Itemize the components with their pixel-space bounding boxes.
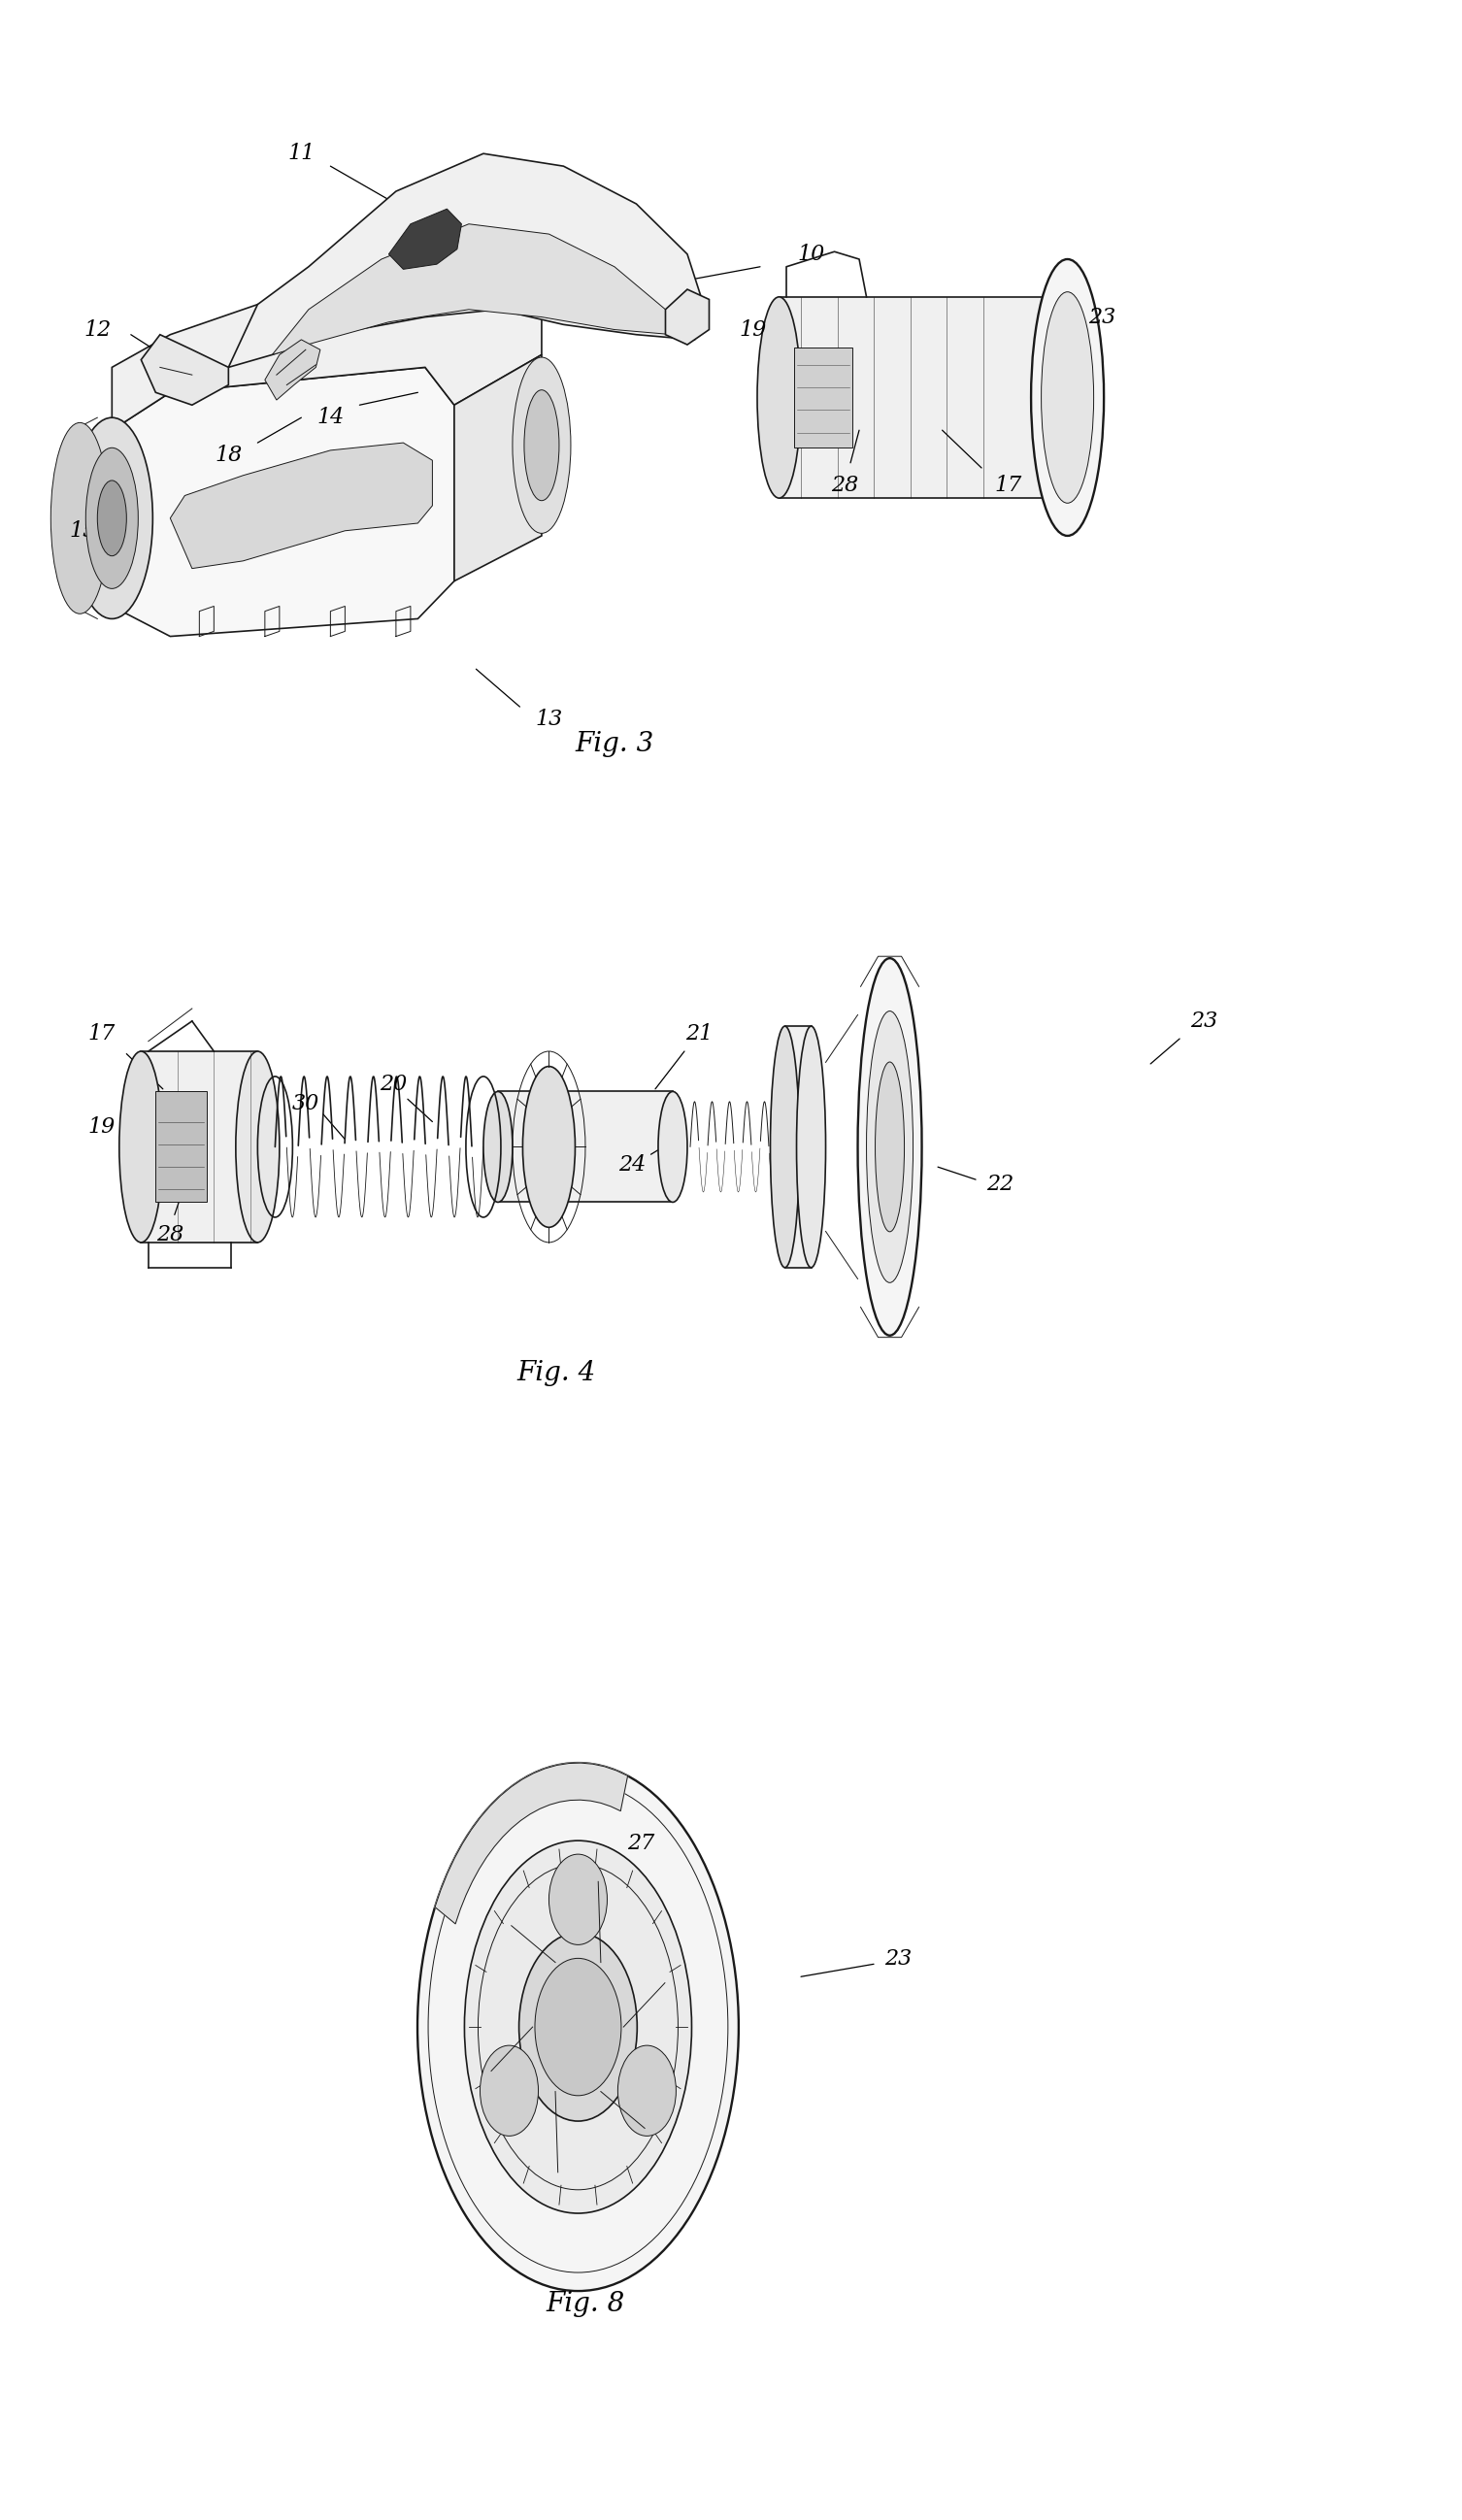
Ellipse shape [876,1061,905,1232]
Polygon shape [228,154,702,368]
Ellipse shape [618,2046,675,2137]
Text: 20: 20 [379,1074,406,1094]
Ellipse shape [548,1855,607,1945]
Bar [155,1091,206,1202]
Text: Fig. 3: Fig. 3 [575,731,654,759]
Ellipse shape [465,1840,692,2213]
Ellipse shape [858,958,923,1336]
Polygon shape [665,290,709,345]
Polygon shape [113,280,541,431]
Polygon shape [455,355,541,582]
Text: Fig. 8: Fig. 8 [545,2291,624,2316]
Polygon shape [113,368,455,638]
Text: 17: 17 [994,474,1022,496]
Ellipse shape [525,391,558,501]
Ellipse shape [797,1026,826,1268]
Ellipse shape [418,1764,738,2291]
Text: 23: 23 [1190,1011,1218,1031]
Text: 18: 18 [215,444,243,466]
Ellipse shape [480,2046,538,2137]
Ellipse shape [235,1051,279,1242]
Ellipse shape [86,449,139,590]
Text: 27: 27 [627,1832,655,1855]
Ellipse shape [519,1933,637,2122]
Polygon shape [272,224,673,355]
Ellipse shape [513,358,570,534]
Text: 14: 14 [317,406,344,428]
Polygon shape [265,340,320,401]
Ellipse shape [1041,292,1094,504]
Text: 30: 30 [292,1094,319,1114]
Ellipse shape [770,1026,800,1268]
Ellipse shape [658,1091,687,1202]
Text: 22: 22 [987,1174,1015,1194]
Ellipse shape [535,1958,621,2097]
Polygon shape [436,1764,627,1923]
Ellipse shape [72,418,152,620]
Text: 13: 13 [535,708,563,731]
Polygon shape [170,444,433,570]
Bar [794,348,852,449]
Text: 28: 28 [830,474,858,496]
Text: 15: 15 [69,519,96,542]
Polygon shape [389,209,462,270]
Text: 19: 19 [740,320,766,340]
Ellipse shape [51,423,110,615]
Polygon shape [140,335,228,406]
Text: 24: 24 [618,1154,646,1174]
Ellipse shape [867,1011,914,1283]
Text: 19: 19 [88,1116,115,1137]
Text: 21: 21 [686,1023,712,1043]
Text: 11: 11 [288,144,314,164]
Ellipse shape [1031,260,1104,537]
Ellipse shape [757,297,801,499]
Ellipse shape [120,1051,162,1242]
Text: 23: 23 [1089,307,1116,328]
Text: Fig. 4: Fig. 4 [516,1361,595,1386]
Ellipse shape [98,481,127,557]
Text: 17: 17 [88,1023,115,1043]
Text: 10: 10 [797,244,825,265]
Text: 23: 23 [885,1948,912,1971]
Ellipse shape [523,1066,575,1227]
Text: 28: 28 [156,1225,184,1245]
Ellipse shape [484,1091,513,1202]
Text: 12: 12 [83,320,111,340]
